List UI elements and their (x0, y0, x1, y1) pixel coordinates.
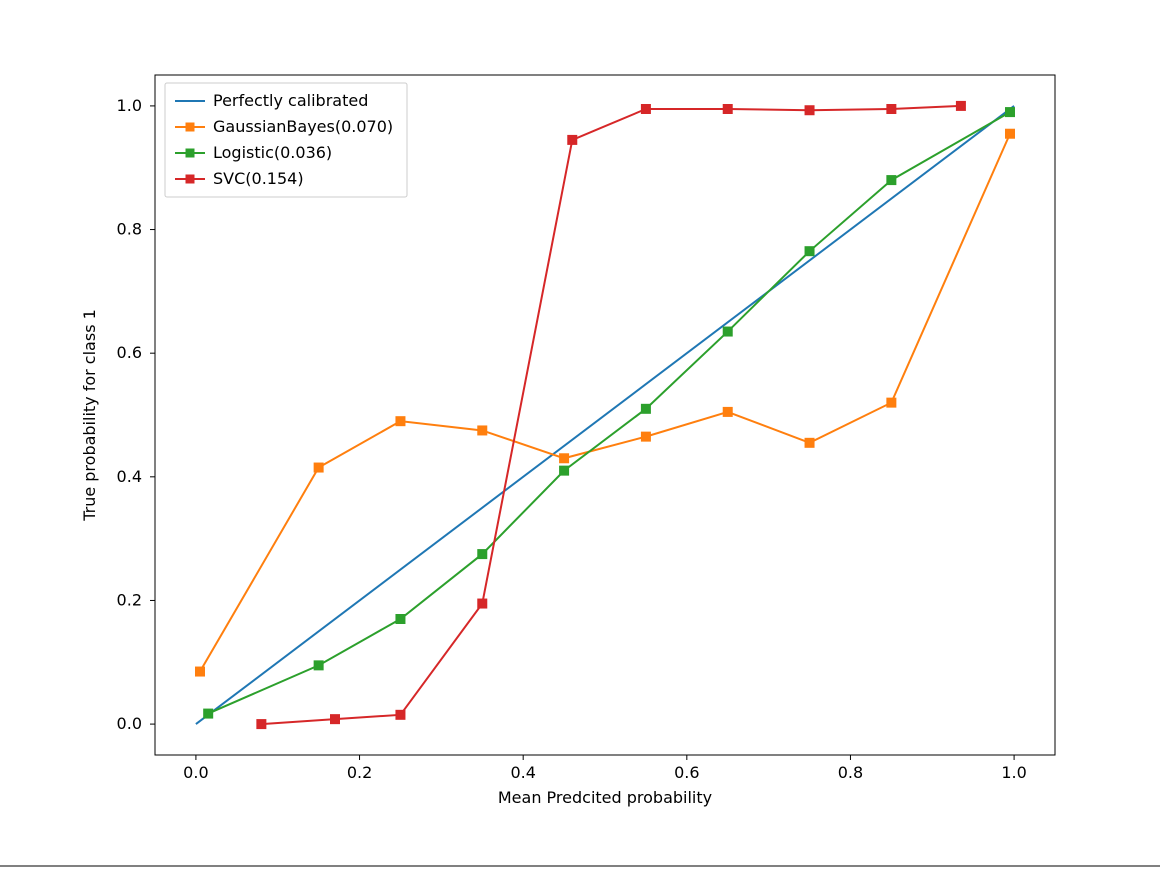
series-marker (396, 710, 405, 719)
y-tick-label: 0.6 (117, 343, 142, 362)
y-tick-label: 0.2 (117, 590, 142, 609)
series-marker (478, 599, 487, 608)
series-marker (1006, 129, 1015, 138)
y-tick-label: 0.8 (117, 220, 142, 239)
series-marker (723, 327, 732, 336)
x-tick-label: 0.8 (838, 763, 863, 782)
series-marker (396, 615, 405, 624)
legend-sample-marker (186, 175, 195, 184)
x-tick-label: 1.0 (1001, 763, 1026, 782)
series-marker (331, 715, 340, 724)
series-marker (723, 407, 732, 416)
series-marker (478, 550, 487, 559)
series-marker (887, 105, 896, 114)
series-marker (1006, 108, 1015, 117)
series-marker (204, 709, 213, 718)
legend-sample-marker (186, 123, 195, 132)
legend-label: GaussianBayes(0.070) (213, 117, 393, 136)
series-marker (314, 463, 323, 472)
series-marker (196, 667, 205, 676)
series-marker (887, 176, 896, 185)
series-marker (805, 438, 814, 447)
series-marker (568, 135, 577, 144)
y-tick-label: 0.4 (117, 467, 142, 486)
x-tick-label: 0.0 (183, 763, 208, 782)
chart-svg: 0.0 0.2 0.4 0.6 0.8 1.0 0.0 0.2 0.4 0.6 0.8 1.0 Mean… (0, 0, 1160, 872)
x-tick-label: 0.4 (510, 763, 535, 782)
series-marker (641, 105, 650, 114)
legend-sample-marker (186, 149, 195, 158)
series-marker (560, 466, 569, 475)
series-marker (956, 101, 965, 110)
legend-label: Logistic(0.036) (213, 143, 332, 162)
series-marker (723, 105, 732, 114)
series-marker (641, 432, 650, 441)
legend-label: Perfectly calibrated (213, 91, 368, 110)
x-tick-label: 0.2 (347, 763, 372, 782)
calibration-chart: 0.0 0.2 0.4 0.6 0.8 1.0 0.0 0.2 0.4 0.6 0.8 1.0 Mean… (0, 0, 1160, 872)
series-marker (641, 404, 650, 413)
y-axis-label: True probability for class 1 (80, 309, 99, 522)
legend: Perfectly calibrated GaussianBayes(0.070)… (165, 83, 407, 197)
series-marker (314, 661, 323, 670)
series-marker (805, 106, 814, 115)
series-marker (887, 398, 896, 407)
legend-label: SVC(0.154) (213, 169, 304, 188)
series-marker (257, 720, 266, 729)
y-tick-label: 1.0 (117, 96, 142, 115)
series-marker (478, 426, 487, 435)
x-axis-label: Mean Predcited probability (498, 788, 712, 807)
series-marker (805, 247, 814, 256)
x-tick-label: 0.6 (674, 763, 699, 782)
series-marker (560, 454, 569, 463)
y-tick-label: 0.0 (117, 714, 142, 733)
series-marker (396, 417, 405, 426)
